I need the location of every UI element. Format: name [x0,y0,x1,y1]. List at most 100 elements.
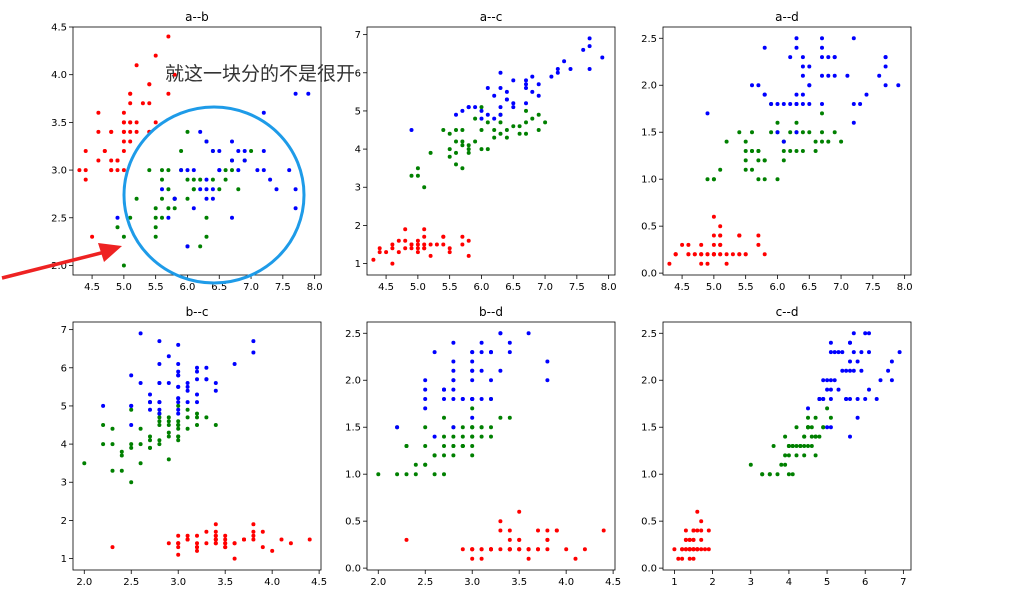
data-point [138,426,143,431]
data-point [783,453,788,458]
data-point [204,529,209,534]
data-point [526,331,531,336]
x-tick-label: 5.5 [738,282,754,293]
data-point [800,149,805,153]
data-point [195,533,199,538]
data-point [489,434,493,439]
data-point [191,187,196,192]
data-point [115,158,120,163]
y-tick-label: 0.0 [641,564,657,575]
data-point [223,537,228,542]
data-point [251,537,256,542]
data-point [711,214,716,219]
data-point [128,120,133,125]
data-point [504,135,509,140]
data-point [395,425,400,430]
data-point [454,162,458,167]
data-point [788,55,793,60]
data-point [498,528,503,533]
data-point [839,139,844,144]
data-point [121,149,126,153]
data-point [798,444,803,448]
subplot-b--c: b--c 2.0 2.5 3.0 3.5 4.0 4.5 1 2 3 4 5 6 7 [61,305,327,588]
data-point [699,528,704,533]
data-point [217,187,222,192]
data-point [466,147,471,152]
data-point [683,528,688,533]
y-tick-label: 1 [355,259,361,270]
data-point [817,434,822,439]
data-point [587,67,592,71]
data-point [800,130,805,135]
data-point [851,331,856,336]
x-tick-label: 3.5 [511,577,527,588]
data-point [524,82,528,87]
data-point [230,139,234,144]
data-point [737,252,742,257]
data-point [692,252,697,257]
data-point [195,365,199,370]
data-point [460,547,465,552]
series-2 [395,331,550,439]
data-point [667,261,672,266]
y-tick-label: 7 [355,30,361,41]
data-point [176,552,181,557]
series-0 [667,214,767,266]
data-point [390,246,395,251]
y-tick-label: 0.5 [641,517,657,528]
data-point [479,368,484,373]
data-point [195,541,199,546]
data-point [157,400,162,405]
data-point [279,537,284,542]
data-point [442,444,446,448]
y-tick-label: 5 [61,401,67,412]
data-point [191,177,196,182]
data-point [451,453,456,458]
data-point [800,92,805,97]
data-point [83,149,88,153]
data-point [470,434,475,439]
data-point [851,368,856,373]
data-point [809,434,814,439]
y-tick-label: 2.5 [641,34,657,45]
data-point [157,442,162,447]
x-tick-label: 5.0 [410,282,426,293]
data-point [828,397,833,401]
data-point [743,252,748,257]
y-tick-label: 4 [355,145,361,156]
data-point [498,86,503,90]
subplot-c--d: c--d 1 2 3 4 5 6 7 0.0 0.5 1.0 1.5 2.0 2.5 [641,305,912,588]
x-tick-label: 8.0 [307,282,323,293]
data-point [479,425,484,430]
data-point [691,547,696,552]
data-point [166,415,171,420]
data-point [492,116,497,121]
data-point [473,116,478,121]
data-point [820,111,824,116]
data-point [157,411,162,416]
data-point [251,350,256,355]
data-point [686,252,691,257]
data-point [166,434,171,439]
data-point [517,547,522,552]
axes-frame [366,26,616,276]
data-point [236,187,241,192]
data-point [695,528,700,533]
series-1 [409,105,548,190]
data-point [390,261,395,266]
data-point [686,242,691,247]
data-point [115,215,120,220]
data-point [422,227,427,232]
series-1 [748,397,833,477]
y-tick-label: 0.0 [641,269,657,280]
x-tick-label: 2.5 [417,577,433,588]
data-point [470,368,475,373]
data-point [699,547,704,552]
data-point [699,519,704,524]
data-point [166,187,171,192]
data-point [498,331,503,336]
data-point [883,83,888,88]
data-point [428,150,433,155]
data-point [706,547,711,552]
data-point [832,73,837,78]
